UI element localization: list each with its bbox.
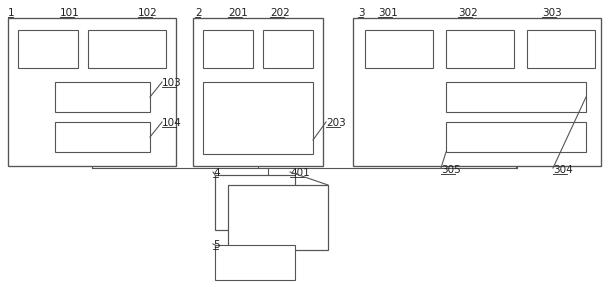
Bar <box>263 30 313 68</box>
Text: 101: 101 <box>60 8 80 18</box>
Text: 4: 4 <box>213 168 220 178</box>
Bar <box>215 175 295 230</box>
Bar <box>203 30 253 68</box>
Text: 203: 203 <box>326 118 346 128</box>
Text: 301: 301 <box>378 8 398 18</box>
Text: 1: 1 <box>8 8 15 18</box>
Bar <box>228 185 328 250</box>
Bar <box>88 30 166 68</box>
Text: 302: 302 <box>458 8 477 18</box>
Bar <box>55 122 150 152</box>
Bar <box>55 82 150 112</box>
Text: 303: 303 <box>542 8 561 18</box>
Text: 3: 3 <box>358 8 365 18</box>
Bar <box>353 18 601 166</box>
Text: 2: 2 <box>195 8 202 18</box>
Text: 104: 104 <box>162 118 181 128</box>
Bar <box>527 30 595 68</box>
Bar <box>365 30 433 68</box>
Bar <box>446 30 514 68</box>
Bar <box>215 245 295 280</box>
Text: 401: 401 <box>290 168 310 178</box>
Text: 202: 202 <box>270 8 290 18</box>
Bar <box>446 122 586 152</box>
Bar <box>446 82 586 112</box>
Text: 102: 102 <box>138 8 158 18</box>
Text: 5: 5 <box>213 240 220 250</box>
Bar <box>18 30 78 68</box>
Text: 304: 304 <box>553 165 572 175</box>
Text: 201: 201 <box>228 8 248 18</box>
Bar <box>8 18 176 166</box>
Text: 103: 103 <box>162 78 181 88</box>
Text: 305: 305 <box>441 165 461 175</box>
Bar <box>193 18 323 166</box>
Bar <box>203 82 313 154</box>
